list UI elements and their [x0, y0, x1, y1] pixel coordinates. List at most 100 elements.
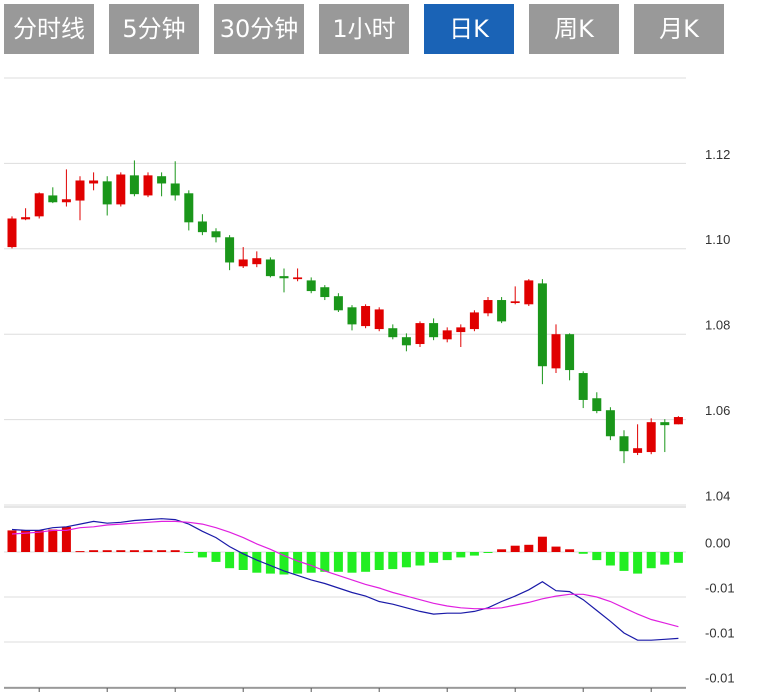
macd-bar [279, 552, 289, 575]
macd-bar [238, 552, 248, 570]
macd-bar [157, 550, 167, 552]
macd-bar [469, 552, 479, 556]
macd-bar [388, 552, 398, 570]
macd-bar [605, 552, 615, 566]
tab[interactable]: 30分钟 [214, 4, 304, 54]
macd-bar [442, 552, 452, 561]
candle-body [456, 327, 466, 333]
macd-bar [483, 552, 493, 553]
candle-body [116, 174, 126, 205]
candle-body [660, 422, 670, 426]
candle-body [361, 306, 371, 327]
candle-body [592, 398, 602, 412]
macd-bar [524, 544, 534, 552]
candle-body [265, 259, 275, 277]
tab[interactable]: 周K [529, 4, 619, 54]
candle-body [497, 300, 507, 322]
macd-bar [660, 552, 670, 565]
candle-body [61, 199, 71, 203]
tab[interactable]: 分时线 [4, 4, 94, 54]
macd-bar [578, 552, 588, 554]
candle-body [252, 258, 262, 265]
macd-bar [565, 549, 575, 552]
macd-bar [21, 530, 31, 552]
macd-line [11, 520, 679, 628]
macd-bar [673, 552, 683, 563]
macd-bar [374, 552, 384, 570]
macd-bar [7, 530, 17, 552]
macd-bar [619, 552, 629, 571]
candle-body [320, 287, 330, 298]
macd-bar [456, 552, 466, 558]
macd-bar [510, 545, 520, 552]
candle-body [89, 180, 99, 184]
candle-body [157, 176, 167, 184]
candle-body [143, 175, 153, 196]
macd-line [11, 518, 679, 641]
y-tick-label: 1.10 [705, 232, 730, 247]
macd-bar [347, 552, 357, 573]
macd-bar [225, 552, 235, 569]
macd-bar [429, 552, 439, 563]
macd-bar [646, 552, 656, 569]
macd-bar [34, 530, 44, 552]
candle-body [306, 280, 316, 292]
candle-body [442, 330, 452, 340]
candle-body [238, 259, 248, 267]
candle-body [605, 410, 615, 437]
macd-bar [75, 551, 85, 553]
macd-bar [361, 552, 371, 572]
macd-bar [252, 552, 262, 573]
macd-bar [320, 552, 330, 572]
candle-body [524, 280, 534, 305]
y-tick-label: 1.04 [705, 488, 730, 503]
tab[interactable]: 5分钟 [109, 4, 199, 54]
macd-bar [592, 552, 602, 561]
candle-body [211, 231, 221, 238]
macd-bar [537, 536, 547, 552]
macd-bar [551, 546, 561, 552]
candle-body [279, 276, 289, 279]
candle-body [469, 312, 479, 330]
candle-body [293, 277, 303, 280]
macd-bar [265, 552, 275, 574]
macd-bar [102, 550, 112, 552]
macd-bar [197, 552, 207, 558]
candle-body [184, 193, 194, 223]
tab[interactable]: 日K [424, 4, 514, 54]
macd-bar [184, 552, 194, 553]
candle-body [48, 195, 58, 203]
macd-bar [143, 550, 153, 552]
macd-bar [293, 552, 303, 574]
macd-bar [48, 529, 58, 552]
y-tick-label: 0.00 [705, 535, 730, 550]
macd-bar [306, 552, 316, 573]
macd-bar [415, 552, 425, 566]
macd-bar [633, 552, 643, 574]
candle-body [578, 373, 588, 400]
tab[interactable]: 1小时 [319, 4, 409, 54]
candle-body [483, 300, 493, 314]
y-tick-label: 1.08 [705, 318, 730, 333]
candle-body [510, 301, 520, 304]
candle-body [333, 296, 343, 311]
macd-bar [129, 550, 139, 552]
y-tick-label: -0.01 [705, 580, 735, 595]
y-tick-label: 1.12 [705, 147, 730, 162]
candle-body [197, 221, 207, 233]
candle-body [429, 323, 439, 338]
candle-body [401, 337, 411, 346]
macd-bar [333, 552, 343, 572]
candle-body [415, 323, 425, 345]
candle-body [565, 334, 575, 371]
candle-body [646, 422, 656, 453]
candle-body [129, 175, 139, 195]
y-tick-label: 1.06 [705, 403, 730, 418]
tab[interactable]: 月K [634, 4, 724, 54]
candle-body [102, 181, 112, 205]
candle-body [7, 218, 17, 248]
macd-bar [497, 549, 507, 552]
candle-body [537, 283, 547, 367]
